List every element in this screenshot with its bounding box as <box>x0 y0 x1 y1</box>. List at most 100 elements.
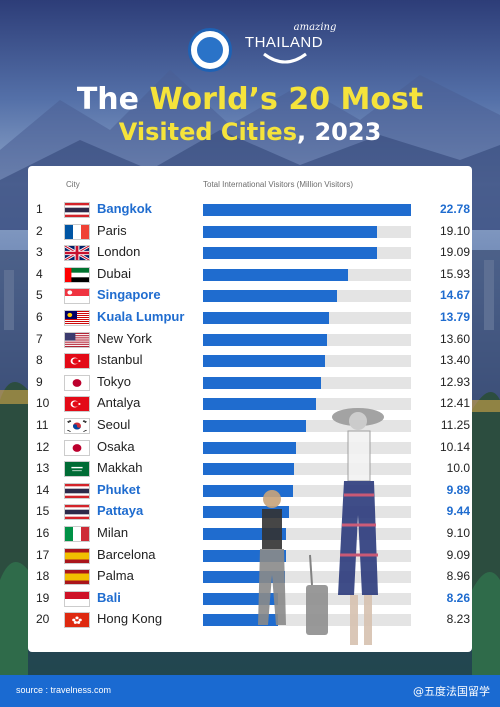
rank-label: 8 <box>36 353 43 368</box>
rank-label: 14 <box>36 482 50 497</box>
bar <box>203 463 295 476</box>
rank-label: 6 <box>36 310 43 324</box>
rank-label: 18 <box>36 569 50 584</box>
city-label: London <box>97 244 141 260</box>
rank-label: 20 <box>36 612 50 627</box>
italy-flag-icon <box>64 526 90 542</box>
title2-part-white: , 2023 <box>297 118 382 146</box>
value-label: 8.26 <box>446 590 470 605</box>
spain-flag-icon <box>64 569 90 586</box>
spain-flag-icon <box>64 547 90 564</box>
bar-track <box>203 290 411 303</box>
value-label: 12.41 <box>439 396 470 411</box>
bar <box>203 398 317 411</box>
city-label: Palma <box>97 568 134 584</box>
value-label: 9.89 <box>446 482 470 497</box>
city-label: New York <box>97 330 152 346</box>
city-label: Tokyo <box>97 373 131 389</box>
value-label: 8.23 <box>446 612 470 627</box>
uae-flag-icon <box>64 266 90 283</box>
city-label: Istanbul <box>97 352 143 368</box>
japan-flag-icon <box>64 439 90 456</box>
value-label: 10.14 <box>439 439 470 454</box>
bar-track <box>203 312 411 324</box>
rank-label: 7 <box>36 331 43 346</box>
value-label: 19.09 <box>439 245 470 260</box>
usa-flag-icon <box>64 331 90 348</box>
city-label: Phuket <box>97 481 141 497</box>
brand-logo-text: THAILAND <box>244 34 324 51</box>
city-label: Dubai <box>97 265 131 281</box>
city-label: Makkah <box>97 460 143 476</box>
bar <box>203 441 296 454</box>
value-label: 13.40 <box>439 353 470 368</box>
bar-track <box>203 225 411 238</box>
traveler-figures-illustration <box>258 408 384 645</box>
korea-flag-icon <box>64 418 90 434</box>
rank-label: 10 <box>36 396 50 411</box>
value-label: 8.96 <box>446 569 470 584</box>
bar <box>203 355 326 368</box>
bar <box>203 420 306 432</box>
uk-flag-icon <box>64 245 90 262</box>
footer-bar: source : travelness.com @五度法国留学 <box>0 675 500 707</box>
rank-label: 3 <box>36 245 43 260</box>
logo-bar: amazing THAILAND <box>0 22 500 72</box>
city-label: Bangkok <box>97 201 152 216</box>
tourism-authority-seal-icon <box>188 28 232 72</box>
rank-label: 19 <box>36 590 50 605</box>
bar <box>203 247 378 260</box>
japan-flag-icon <box>64 374 90 391</box>
value-label: 9.09 <box>446 547 470 562</box>
city-label: Pattaya <box>97 503 144 519</box>
rank-label: 16 <box>36 526 50 540</box>
city-label: Barcelona <box>97 546 156 562</box>
city-label: Seoul <box>97 417 131 432</box>
column-header-city: City <box>66 180 80 189</box>
city-label: Antalya <box>97 395 141 411</box>
bar <box>203 376 322 389</box>
rank-label: 17 <box>36 547 50 562</box>
rank-label: 1 <box>36 202 43 216</box>
watermark-text: @五度法国留学 <box>413 685 490 698</box>
value-label: 12.93 <box>439 374 470 389</box>
value-label: 10.0 <box>446 461 470 476</box>
city-label: Hong Kong <box>97 611 163 627</box>
brand-small-text: amazing <box>293 22 337 33</box>
value-label: 13.60 <box>439 331 470 346</box>
rank-label: 13 <box>36 461 50 476</box>
hongkong-flag-icon <box>64 612 90 629</box>
bar-track <box>203 247 411 260</box>
city-label: Milan <box>97 525 129 540</box>
bar-track <box>203 204 411 216</box>
bar-track <box>203 333 411 346</box>
bar-track <box>203 376 411 389</box>
rank-label: 2 <box>36 223 43 238</box>
bar-track <box>203 268 411 281</box>
city-label: Paris <box>97 222 127 238</box>
value-label: 15.93 <box>439 266 470 281</box>
smile-swoosh-icon <box>263 52 307 64</box>
title-part-yellow: World’s 20 Most <box>149 82 424 117</box>
malaysia-flag-icon <box>64 310 90 326</box>
value-label: 13.79 <box>439 310 470 324</box>
thailand-flag-icon <box>64 504 90 521</box>
title2-part-yellow: Visited Cities <box>118 118 297 146</box>
rank-label: 5 <box>36 288 43 303</box>
value-label: 11.25 <box>440 418 470 432</box>
bar <box>203 204 411 216</box>
bar-track <box>203 398 411 411</box>
turkey-flag-icon <box>64 396 90 413</box>
indonesia-flag-icon <box>64 590 90 607</box>
saudi-flag-icon <box>64 461 90 478</box>
city-background <box>0 250 500 680</box>
france-flag-icon <box>64 223 90 240</box>
value-label: 9.44 <box>446 504 470 519</box>
city-label: Singapore <box>97 287 161 303</box>
turkey-flag-icon <box>64 353 90 370</box>
title-part-white: The <box>76 82 150 117</box>
bar <box>203 312 329 324</box>
page-title-line1: The World’s 20 Most <box>0 82 500 117</box>
column-header-value: Total International Visitors (Million Vi… <box>203 180 353 189</box>
value-label: 9.10 <box>446 526 470 540</box>
